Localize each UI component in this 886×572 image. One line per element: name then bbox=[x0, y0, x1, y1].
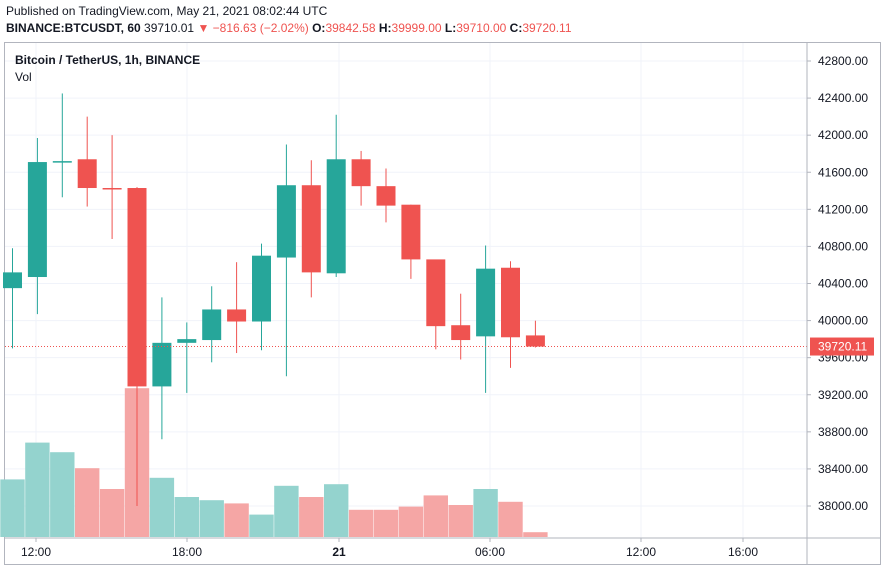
y-tick-label: 40000.00 bbox=[818, 314, 868, 328]
volume-bar bbox=[50, 452, 75, 537]
y-tick-label: 42400.00 bbox=[818, 91, 868, 105]
open-value: 39842.58 bbox=[325, 21, 376, 35]
candle-body bbox=[426, 259, 446, 327]
volume-bar bbox=[274, 485, 299, 537]
volume-bar bbox=[423, 495, 448, 537]
published-header: Published on TradingView.com, May 21, 20… bbox=[6, 4, 328, 18]
candle-body bbox=[301, 185, 321, 273]
change-arrow-icon: ▼ bbox=[197, 21, 210, 35]
y-tick-label: 39200.00 bbox=[818, 388, 868, 402]
volume-bar bbox=[75, 468, 100, 537]
low-label: L: bbox=[444, 21, 457, 35]
open-label: O: bbox=[312, 21, 326, 35]
x-tick-label: 12:00 bbox=[626, 545, 656, 559]
volume-bar bbox=[523, 532, 548, 537]
volume-bar bbox=[199, 500, 224, 537]
close-label: C: bbox=[509, 21, 523, 35]
volume-bar bbox=[324, 484, 349, 537]
volume-bar bbox=[498, 501, 523, 537]
candle-body bbox=[227, 309, 247, 322]
volume-bar bbox=[348, 509, 374, 537]
low-value: 39710.00 bbox=[456, 21, 507, 35]
volume-bar bbox=[149, 477, 175, 537]
volume-bar bbox=[448, 505, 473, 537]
y-tick-label: 42800.00 bbox=[818, 54, 868, 68]
volume-bar bbox=[249, 514, 274, 537]
volume-bar bbox=[473, 489, 498, 537]
volume-bar bbox=[398, 506, 424, 537]
candle-body bbox=[525, 335, 545, 347]
y-tick-label: 38800.00 bbox=[818, 425, 868, 439]
last-price-badge bbox=[810, 337, 874, 356]
volume-bar bbox=[373, 509, 399, 537]
y-tick-label: 41600.00 bbox=[818, 165, 868, 179]
candle-body bbox=[276, 185, 296, 258]
close-value: 39720.11 bbox=[522, 21, 572, 35]
y-tick-label: 41200.00 bbox=[818, 202, 868, 216]
x-tick-label: 12:00 bbox=[21, 545, 51, 559]
high-value: 39999.00 bbox=[391, 21, 442, 35]
last-price-badge-label: 39720.11 bbox=[818, 340, 867, 354]
volume-bar bbox=[299, 497, 324, 537]
candle-body bbox=[401, 204, 421, 260]
candle-body bbox=[451, 325, 471, 341]
high-label: H: bbox=[378, 21, 392, 35]
candle-body bbox=[326, 159, 346, 274]
candle-body bbox=[376, 186, 396, 206]
y-tick-label: 42000.00 bbox=[818, 128, 868, 142]
candle-body bbox=[102, 188, 122, 190]
candle-body bbox=[3, 272, 22, 289]
candle-body bbox=[52, 161, 72, 163]
symbol-label: BINANCE:BTCUSDT, 60 bbox=[6, 21, 141, 35]
ohlc-header: BINANCE:BTCUSDT, 60 39710.01 ▼ −816.63 (… bbox=[6, 21, 572, 35]
candle-body bbox=[252, 255, 271, 322]
y-tick-label: 38400.00 bbox=[818, 462, 868, 476]
x-tick-label: 18:00 bbox=[172, 545, 202, 559]
y-tick-label: 38000.00 bbox=[818, 499, 868, 513]
volume-bar bbox=[224, 503, 249, 537]
candle-body bbox=[77, 159, 97, 189]
chart-legend-title: Bitcoin / TetherUS, 1h, BINANCE bbox=[15, 53, 201, 67]
candle-body bbox=[27, 162, 47, 278]
volume-bar bbox=[25, 442, 50, 537]
x-tick-label: 16:00 bbox=[728, 545, 758, 559]
volume-bar bbox=[0, 479, 25, 537]
candle-body bbox=[501, 267, 520, 338]
x-tick-label: 06:00 bbox=[475, 545, 505, 559]
y-tick-label: 40400.00 bbox=[818, 277, 868, 291]
candle-body bbox=[152, 342, 172, 387]
volume-bar bbox=[174, 497, 199, 537]
last-price-value: 39710.01 bbox=[144, 21, 195, 35]
candle-body bbox=[177, 339, 197, 343]
candle-body bbox=[202, 309, 222, 341]
candle-body bbox=[351, 159, 371, 187]
volume-bar bbox=[99, 489, 125, 537]
volume-legend: Vol bbox=[15, 70, 32, 84]
y-tick-label: 40800.00 bbox=[818, 239, 868, 253]
chart-frame bbox=[4, 42, 881, 565]
candle-body bbox=[476, 268, 496, 337]
change-value: −816.63 (−2.02%) bbox=[212, 21, 309, 35]
x-tick-label: 21 bbox=[332, 545, 346, 559]
candle-body bbox=[127, 188, 147, 387]
